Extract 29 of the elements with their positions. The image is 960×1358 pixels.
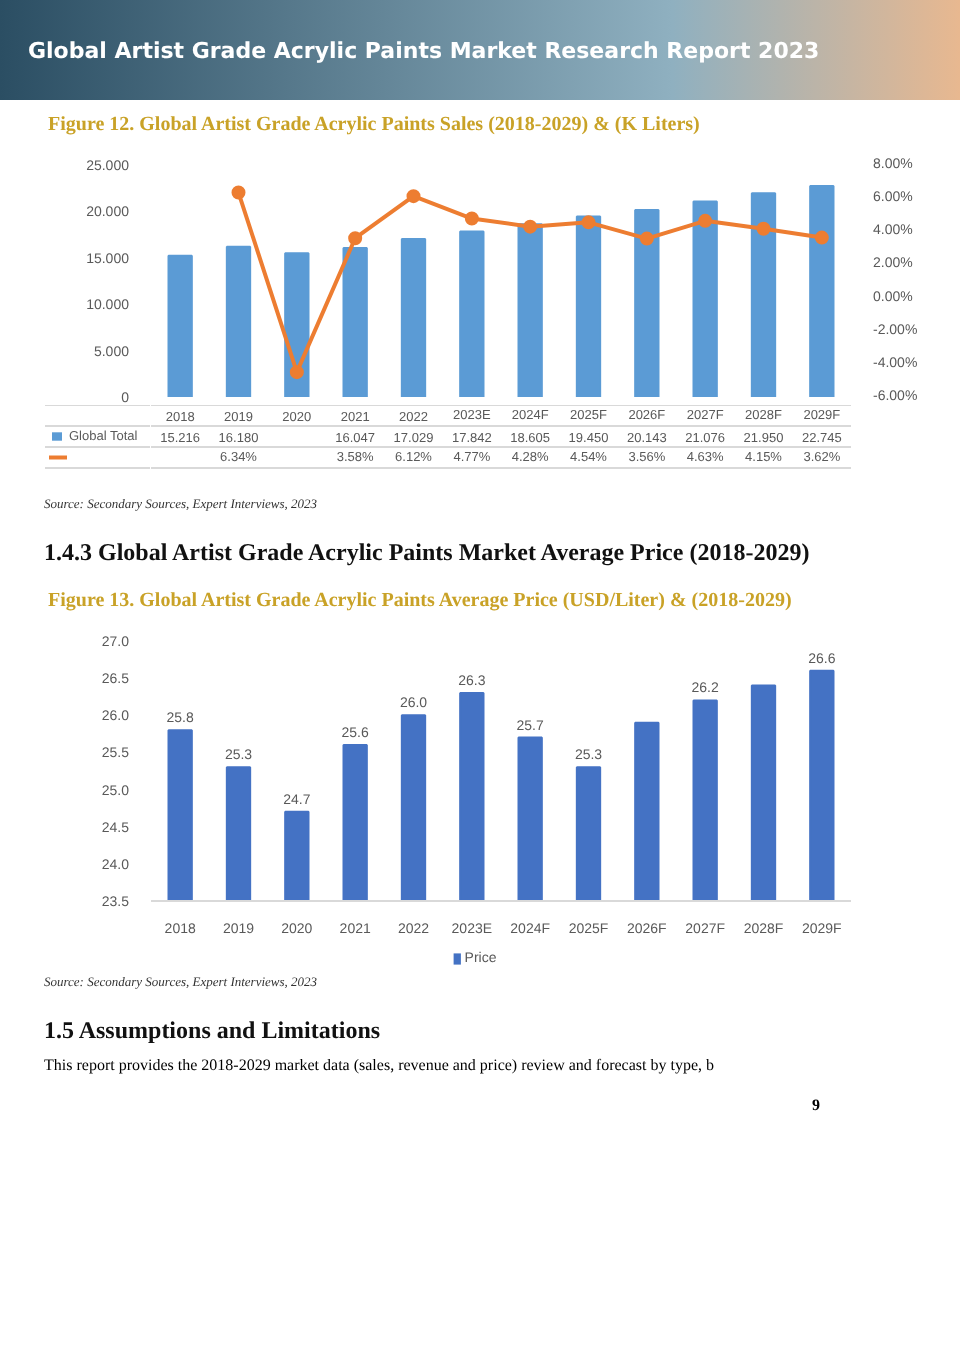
text: 9 <box>812 1094 820 1117</box>
text: 1.5 Assumptions and Limitations <box>44 1014 381 1048</box>
bar <box>517 223 543 397</box>
point <box>639 231 654 246</box>
point <box>756 221 771 236</box>
point <box>348 231 363 246</box>
point <box>231 185 246 200</box>
text: 1.4.3 Global Artist Grade Acrylic Paints Market Average Price (2018-2029) <box>44 536 810 570</box>
point <box>581 215 596 230</box>
chart-title: Figure 12. Global Artist Grade Acrylic Paints Sales (2018-2029) & (K Liters) <box>48 112 700 140</box>
point <box>698 213 713 228</box>
point <box>406 189 421 204</box>
point <box>523 219 538 234</box>
bar <box>459 230 485 397</box>
bar <box>692 200 718 397</box>
bar <box>342 247 368 397</box>
text: Global Artist Grade Acrylic Paints Market Research Report 2023 <box>28 36 820 68</box>
point <box>464 211 479 226</box>
bar <box>400 237 427 397</box>
point <box>814 230 829 245</box>
text: This report provides the 2018-2029 market data (sales, revenue and price) review and forecast by type, b <box>44 1054 714 1077</box>
bar <box>634 209 660 397</box>
bar <box>225 245 252 397</box>
bar <box>809 184 835 397</box>
bar <box>575 215 602 397</box>
chart-title: Figure 13. Global Artist Grade Acrylic Paints Average Price (USD/Liter) & (2018-2029) <box>48 588 792 616</box>
bar <box>750 192 777 397</box>
bar <box>167 254 193 397</box>
point <box>289 365 304 380</box>
